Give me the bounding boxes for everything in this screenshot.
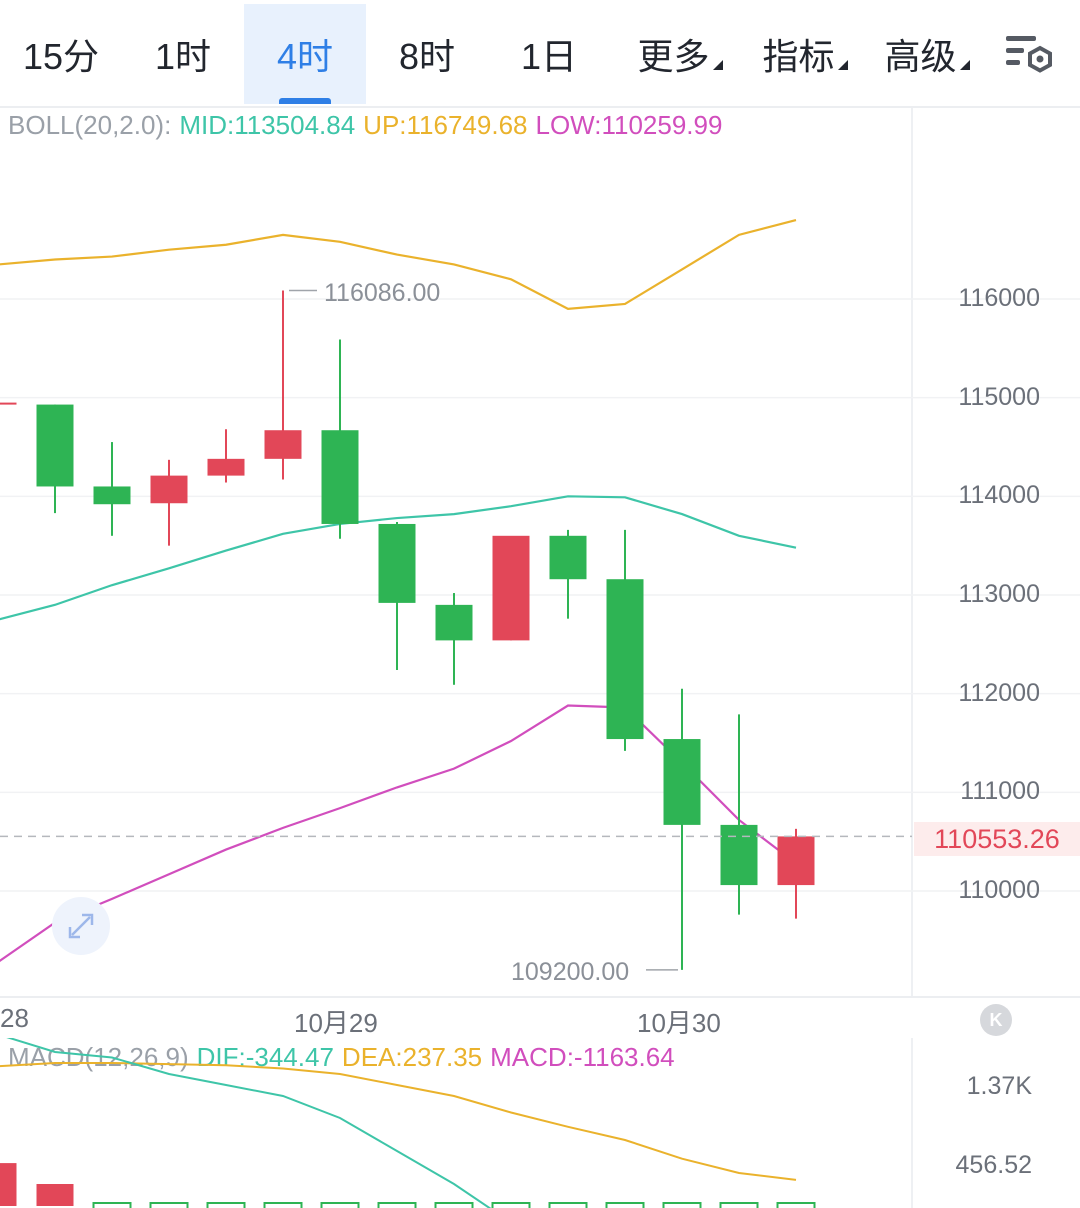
x-label-oct29: 10月29	[294, 1008, 378, 1038]
candle-body	[36, 404, 74, 487]
candle-body	[606, 579, 644, 740]
macd-histogram-bar	[92, 1202, 132, 1208]
tab-indicators[interactable]: 指标	[740, 4, 870, 104]
candle-body	[720, 824, 758, 886]
macd-histogram-bar	[605, 1202, 645, 1208]
tab-15m[interactable]: 15分	[22, 36, 100, 77]
candle-body	[663, 739, 701, 825]
candle-body	[378, 523, 416, 603]
expand-arrows-icon	[68, 913, 94, 939]
macd-dif-line	[6, 1038, 492, 1208]
boll-up-value: UP:116749.68	[363, 110, 528, 140]
y-tick-label: 110000	[958, 876, 1040, 904]
macd-histogram-bar	[662, 1202, 702, 1208]
y-tick-label: 115000	[958, 382, 1040, 411]
candle-body	[492, 535, 530, 641]
tab-1h[interactable]: 1时	[154, 36, 212, 77]
macd-histogram-bar	[719, 1202, 759, 1208]
macd-histogram-bar	[377, 1202, 417, 1208]
tab-advanced[interactable]: 高级	[862, 4, 992, 104]
x-label-oct30: 10月30	[637, 1008, 721, 1038]
tab-more[interactable]: 更多	[615, 4, 745, 104]
macd-y-tick-high: 1.37K	[966, 1072, 1032, 1100]
macd-histogram-bar	[776, 1202, 816, 1208]
boll-low-value: LOW:110259.99	[535, 110, 723, 140]
y-tick-label: 114000	[958, 481, 1040, 510]
chart-settings-icon[interactable]	[1000, 30, 1060, 80]
x-label-28: 28	[0, 1003, 29, 1033]
boll-mid-line	[0, 495, 797, 621]
macd-histogram-bar	[320, 1202, 360, 1208]
candle-body	[264, 430, 302, 459]
tab-4h[interactable]: 4时	[244, 4, 366, 104]
macd-histogram-bar	[491, 1202, 531, 1208]
tab-1d[interactable]: 1日	[520, 36, 578, 77]
macd-histogram-bar	[0, 1163, 17, 1206]
boll-label: BOLL(20,2.0):	[8, 110, 172, 140]
macd-chart[interactable]	[0, 1038, 1080, 1208]
candle-body	[93, 486, 131, 505]
back-chevron-icon: K	[989, 1009, 1003, 1030]
boll-lower-line	[0, 704, 797, 962]
y-tick-label: 116000	[958, 284, 1040, 312]
macd-histogram-bar	[434, 1202, 474, 1208]
active-tab-indicator	[279, 98, 331, 104]
candle-body	[321, 430, 359, 524]
macd-histogram-bar	[206, 1202, 246, 1208]
candlestick-chart[interactable]	[0, 0, 1080, 1000]
tab-8h[interactable]: 8时	[398, 36, 456, 77]
timeframe-tabs: 15分 1时 4时 8时 1日 更多 指标 高级	[0, 0, 1080, 108]
scroll-to-latest-button[interactable]: K	[980, 1004, 1012, 1036]
dropdown-triangle-icon	[837, 60, 848, 70]
macd-dea-value: DEA:237.35	[341, 1042, 483, 1072]
macd-histogram-bar	[36, 1184, 74, 1206]
macd-value: MACD:-1163.64	[490, 1042, 675, 1072]
macd-histogram-bar	[149, 1202, 189, 1208]
boll-legend: BOLL(20,2.0): MID:113504.84 UP:116749.68 LO…	[8, 110, 730, 141]
current-price-tag: 110553.26	[914, 822, 1080, 856]
boll-upper-line	[0, 219, 797, 310]
macd-histogram-bar	[548, 1202, 588, 1208]
candle-body	[777, 836, 815, 886]
macd-y-tick-low: 456.52	[955, 1151, 1032, 1179]
macd-histogram-bar	[263, 1202, 303, 1208]
dropdown-triangle-icon	[959, 60, 970, 70]
candle-body	[0, 402, 17, 405]
y-tick-label: 111000	[960, 777, 1040, 806]
y-tick-label: 113000	[958, 580, 1040, 608]
boll-mid-value: MID:113504.84	[179, 110, 356, 140]
dropdown-triangle-icon	[712, 60, 723, 70]
expand-chart-button[interactable]	[52, 897, 110, 955]
candle-body	[435, 604, 473, 641]
macd-dea-line	[0, 1062, 797, 1181]
high-price-marker: 116086.00	[324, 279, 441, 307]
y-tick-label: 112000	[958, 678, 1040, 707]
candle-body	[207, 458, 245, 476]
candle-body	[150, 475, 188, 504]
low-price-marker: 109200.00	[511, 958, 630, 986]
candle-body	[549, 535, 587, 580]
